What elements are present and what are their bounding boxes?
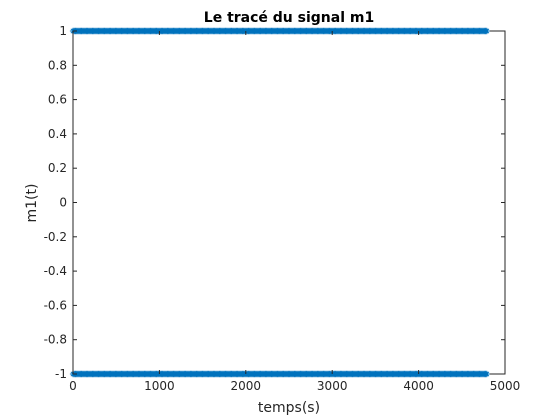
y-tick-label: -0.2 [44, 230, 67, 244]
data-point [484, 28, 490, 34]
y-tick-label: 0.4 [48, 127, 67, 141]
x-tick-label: 1000 [144, 379, 175, 393]
y-tick-label: -0.4 [44, 264, 67, 278]
x-tick-label: 3000 [317, 379, 348, 393]
y-tick-label: -0.6 [44, 298, 67, 312]
y-tick-label: 0.6 [48, 93, 67, 107]
x-tick-label: 4000 [403, 379, 434, 393]
y-tick-label: 0 [59, 196, 67, 210]
plot-area [73, 31, 505, 374]
y-tick-label: -0.8 [44, 333, 67, 347]
x-axis-label: temps(s) [258, 400, 320, 416]
y-tick-label: 0.8 [48, 58, 67, 72]
y-tick-label: -1 [55, 367, 67, 381]
chart-title: Le tracé du signal m1 [204, 10, 374, 26]
y-tick-label: 0.2 [48, 161, 67, 175]
x-tick-label: 0 [69, 379, 77, 393]
x-tick-label: 2000 [231, 379, 262, 393]
x-tick-label: 5000 [490, 379, 521, 393]
y-tick-label: 1 [59, 24, 67, 38]
y-axis-label: m1(t) [24, 184, 40, 223]
